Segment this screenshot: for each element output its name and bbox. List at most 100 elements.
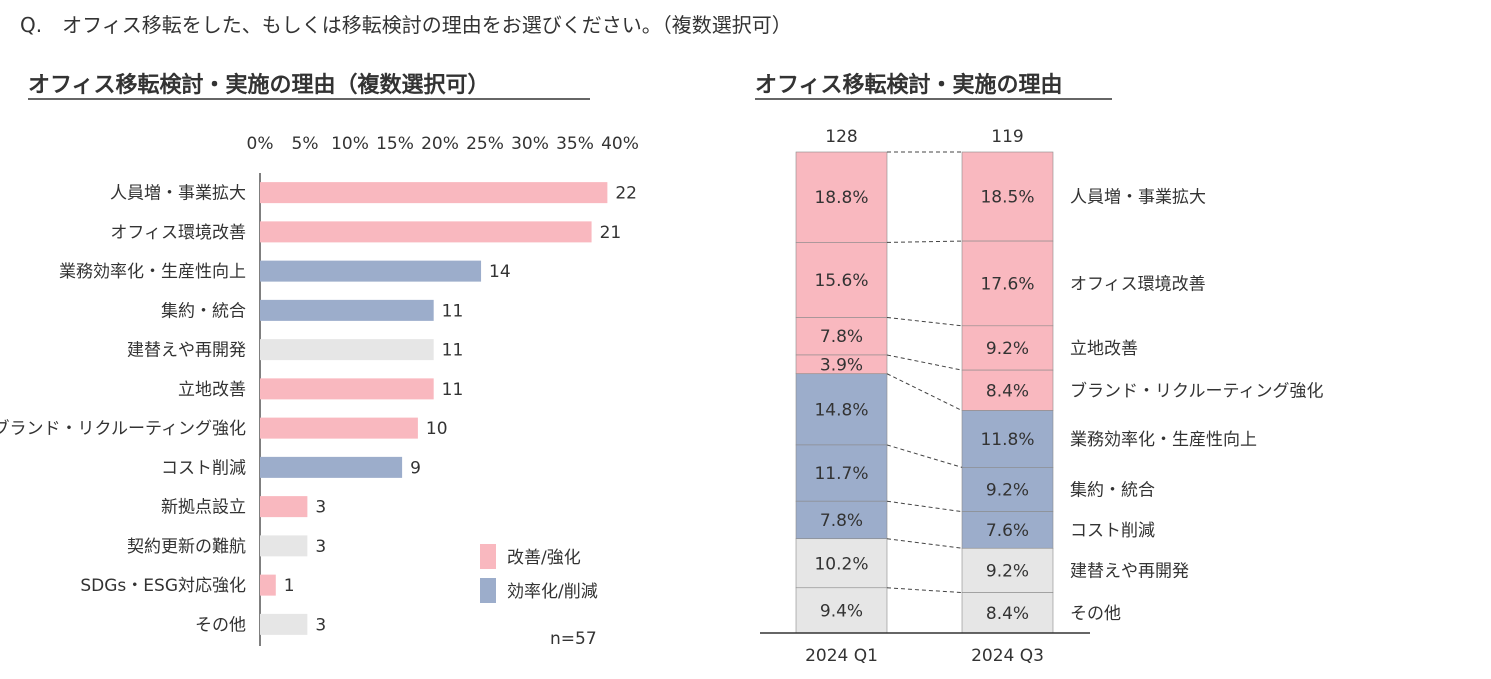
- bar-value-label: 3: [315, 537, 326, 557]
- legend-swatch: [480, 578, 496, 603]
- bar: [260, 496, 308, 518]
- stack-segment: [961, 325, 1054, 371]
- x-tick-label: 30%: [511, 134, 549, 154]
- legend-label: 効率化/削減: [507, 582, 598, 602]
- series-name-label: 立地改善: [1070, 339, 1138, 359]
- segment-value-label: 9.4%: [820, 601, 863, 621]
- legend-label: 改善/強化: [507, 548, 581, 568]
- stack-segment: [961, 240, 1054, 327]
- series-name-label: 人員増・事業拡大: [1070, 188, 1206, 208]
- segment-value-label: 7.6%: [986, 521, 1029, 541]
- chart2-title: オフィス移転検討・実施の理由: [755, 72, 1063, 98]
- x-tick-label: 0%: [247, 134, 274, 154]
- series-name-label: その他: [1070, 604, 1121, 624]
- x-tick-label: 5%: [292, 134, 319, 154]
- x-tick-label: 25%: [466, 134, 504, 154]
- segment-value-label: 10.2%: [814, 554, 868, 574]
- bar: [260, 221, 592, 243]
- column-total-label: 128: [825, 127, 857, 147]
- question-text: Q. オフィス移転をした、もしくは移転検討の理由をお選びください。（複数選択可）: [20, 13, 792, 37]
- series-name-label: 集約・統合: [1070, 481, 1155, 501]
- connector-line: [886, 500, 963, 513]
- stack-segment: [795, 373, 888, 446]
- segment-value-label: 7.8%: [820, 511, 863, 531]
- stack-segment: [961, 467, 1054, 512]
- legend-swatch: [480, 544, 496, 569]
- chart1-bar-chart: 0% 5% 10% 15% 20% 25% 30% 35% 40% 人員増・事業拡大 22 オフィス環…: [0, 134, 639, 649]
- column-category-label: 2024 Q3: [971, 646, 1044, 666]
- connector-line: [886, 444, 963, 468]
- bar-value-label: 21: [600, 223, 622, 243]
- bar: [260, 339, 434, 361]
- bar: [260, 378, 434, 400]
- x-tick-label: 15%: [376, 134, 414, 154]
- segment-value-label: 3.9%: [820, 355, 863, 375]
- stack-segment: [961, 547, 1054, 593]
- stack-segment: [795, 538, 888, 589]
- bar-value-label: 10: [426, 419, 448, 439]
- x-tick-label: 40%: [601, 134, 639, 154]
- bar-value-label: 11: [442, 301, 464, 321]
- connector-line: [886, 538, 963, 549]
- chart2-stacked-chart: 18.8% 15.6% 7.8% 3.9% 14.8% 11.7% 7.8% 10.2% 9.4…: [760, 127, 1323, 666]
- x-tick-label: 20%: [421, 134, 459, 154]
- segment-value-label: 18.5%: [980, 188, 1034, 208]
- stack-segment: [961, 511, 1054, 549]
- category-label: その他: [195, 615, 246, 635]
- bar: [260, 299, 434, 321]
- category-label: 建替えや再開発: [127, 341, 246, 361]
- bar-value-label: 11: [442, 341, 464, 361]
- segment-value-label: 11.8%: [980, 430, 1034, 450]
- segment-value-label: 17.6%: [980, 274, 1034, 294]
- bar-value-label: 14: [489, 262, 511, 282]
- category-label: コスト削減: [161, 458, 246, 478]
- sample-size-label: n=57: [550, 629, 597, 649]
- stack-segment: [795, 151, 888, 243]
- series-name-label: コスト削減: [1070, 521, 1155, 541]
- stack-segment: [795, 317, 888, 356]
- series-name-label: オフィス環境改善: [1070, 274, 1206, 294]
- bar-value-label: 3: [315, 615, 326, 635]
- stack-segment: [795, 500, 888, 540]
- bar: [260, 574, 276, 596]
- connector-line: [886, 316, 963, 327]
- category-label: 人員増・事業拡大: [110, 184, 246, 204]
- bar-value-label: 1: [284, 576, 295, 596]
- connector-line: [886, 354, 963, 371]
- stack-segment: [795, 587, 888, 634]
- segment-value-label: 7.8%: [820, 327, 863, 347]
- segment-value-label: 9.2%: [986, 481, 1029, 501]
- bar-value-label: 9: [410, 458, 421, 478]
- category-label: 業務効率化・生産性向上: [59, 262, 246, 282]
- segment-value-label: 11.7%: [814, 464, 868, 484]
- bar-value-label: 22: [615, 184, 637, 204]
- segment-value-label: 15.6%: [814, 271, 868, 291]
- connector-line: [886, 373, 963, 412]
- bar-value-label: 11: [442, 380, 464, 400]
- bar-value-label: 3: [315, 498, 326, 518]
- bar: [260, 182, 608, 204]
- category-label: 集約・統合: [161, 301, 246, 321]
- stack-segment: [961, 592, 1054, 634]
- series-name-label: 建替えや再開発: [1070, 561, 1189, 581]
- bar: [260, 613, 308, 635]
- segment-value-label: 18.8%: [814, 188, 868, 208]
- stack-segment: [795, 444, 888, 502]
- category-label: ブランド・リクルーティング強化: [0, 418, 246, 439]
- series-name-label: 業務効率化・生産性向上: [1070, 430, 1257, 450]
- column-category-label: 2024 Q1: [805, 646, 878, 666]
- segment-value-label: 8.4%: [986, 604, 1029, 624]
- stack-segment: [795, 242, 888, 318]
- bar: [260, 260, 482, 282]
- stack-segment: [961, 410, 1054, 468]
- segment-value-label: 8.4%: [986, 381, 1029, 401]
- category-label: 立地改善: [178, 380, 246, 400]
- segment-value-label: 9.2%: [986, 561, 1029, 581]
- segment-value-label: 9.2%: [986, 339, 1029, 359]
- stack-segment: [961, 369, 1054, 411]
- category-label: 新拠点設立: [161, 498, 246, 518]
- series-name-label: ブランド・リクルーティング強化: [1070, 380, 1323, 401]
- category-label: 契約更新の難航: [127, 537, 246, 557]
